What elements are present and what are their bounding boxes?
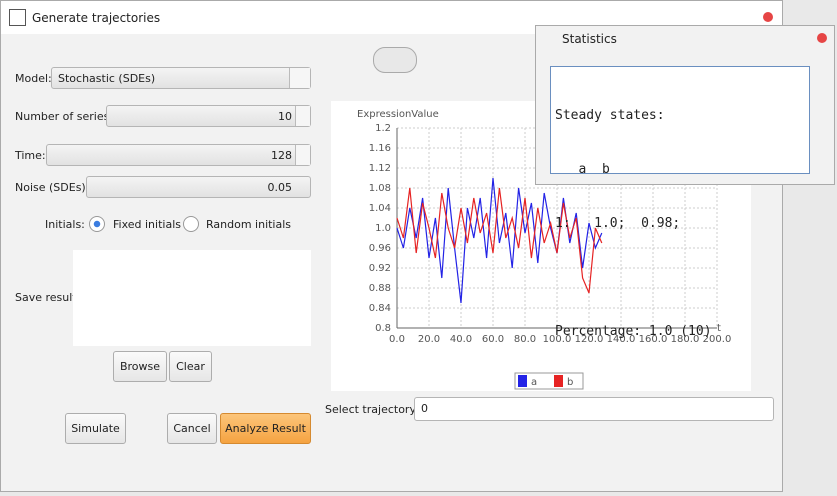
y-tick-label: 1.16 [369, 143, 391, 154]
y-tick-label: 1.0 [375, 223, 391, 234]
y-tick-label: 1.2 [375, 123, 391, 134]
y-tick-label: 1.04 [369, 203, 391, 214]
text-line: 1: 1.0; 0.98; [555, 216, 681, 231]
series-line [396, 187, 603, 294]
x-tick-label: 60.0 [482, 334, 504, 345]
close-button[interactable] [817, 33, 827, 43]
x-tick-label: 140.0 [607, 334, 636, 345]
legend-swatch [518, 375, 527, 387]
trajectory-select[interactable]: 0 [414, 397, 774, 421]
label: Select trajectory: [325, 403, 419, 416]
statistics-window: Statistics Steady states: a b 1: 1.0; 0.… [535, 25, 835, 339]
text-line: a b [555, 162, 610, 177]
x-tick-label: 160.0 [639, 334, 668, 345]
series-input[interactable]: 10 [106, 105, 311, 127]
button[interactable]: Simulate [65, 413, 126, 444]
x-tick-label: 180.0 [671, 334, 700, 345]
label: Number of series: [15, 110, 114, 123]
save-area [73, 250, 311, 346]
text-line: Steady states: [555, 108, 665, 123]
x-tick-label: 120.0 [575, 334, 604, 345]
select-value: 0 [421, 402, 428, 415]
input-value: 0.05 [267, 181, 293, 194]
radio-checked[interactable] [89, 216, 105, 232]
x-tick-label: 0.0 [389, 334, 405, 345]
close-button[interactable] [763, 12, 773, 22]
label: Time: [15, 149, 46, 162]
y-axis-label: ExpressionValue [357, 109, 439, 120]
x-tick-label: 100.0 [543, 334, 572, 345]
y-tick-label: 0.84 [369, 303, 391, 314]
radio-label: Random initials [206, 218, 292, 231]
noise-input[interactable]: 0.05 [86, 176, 311, 198]
label: Initials: [45, 218, 85, 231]
legend-box [514, 372, 584, 390]
radio-label: Fixed initials [113, 218, 181, 231]
legend-label: b [567, 377, 573, 388]
label: Save result: [15, 291, 81, 304]
y-tick-label: 0.8 [375, 323, 391, 334]
input-value: 128 [271, 149, 292, 162]
model-select[interactable]: Stochastic (SDEs) [51, 67, 311, 89]
x-tick-label: 40.0 [450, 334, 472, 345]
select-value: Stochastic (SDEs) [58, 72, 156, 85]
radio[interactable] [183, 216, 199, 232]
legend-swatch [554, 375, 563, 387]
button[interactable]: Browse [113, 351, 167, 382]
text-line: Percentage: 1.0 (10) [555, 324, 712, 339]
window-title: Statistics [562, 32, 617, 46]
button[interactable]: Cancel [167, 413, 217, 444]
window-title: Generate trajectories [32, 11, 161, 25]
x-tick-label: 20.0 [418, 334, 440, 345]
y-tick-label: 1.12 [369, 163, 391, 174]
button[interactable]: Clear [169, 351, 212, 382]
y-tick-label: 0.92 [369, 263, 391, 274]
y-tick-label: 0.88 [369, 283, 391, 294]
y-tick-label: 0.96 [369, 243, 391, 254]
x-tick-label: 200.0 [703, 334, 732, 345]
statistics-text: Steady states: a b 1: 1.0; 0.98; Percent… [550, 66, 810, 339]
y-tick-label: 1.08 [369, 183, 391, 194]
label: Noise (SDEs): [15, 181, 90, 194]
app-icon [9, 9, 26, 26]
input-value: 10 [278, 110, 292, 123]
label: Model: [15, 72, 52, 85]
legend-label: a [531, 377, 537, 388]
button[interactable]: Analyze Result [220, 413, 311, 444]
x-tick-label: 80.0 [514, 334, 536, 345]
x-axis-label: t [717, 323, 721, 334]
toolbar-button[interactable] [373, 47, 417, 73]
time-input[interactable]: 128 [46, 144, 311, 166]
